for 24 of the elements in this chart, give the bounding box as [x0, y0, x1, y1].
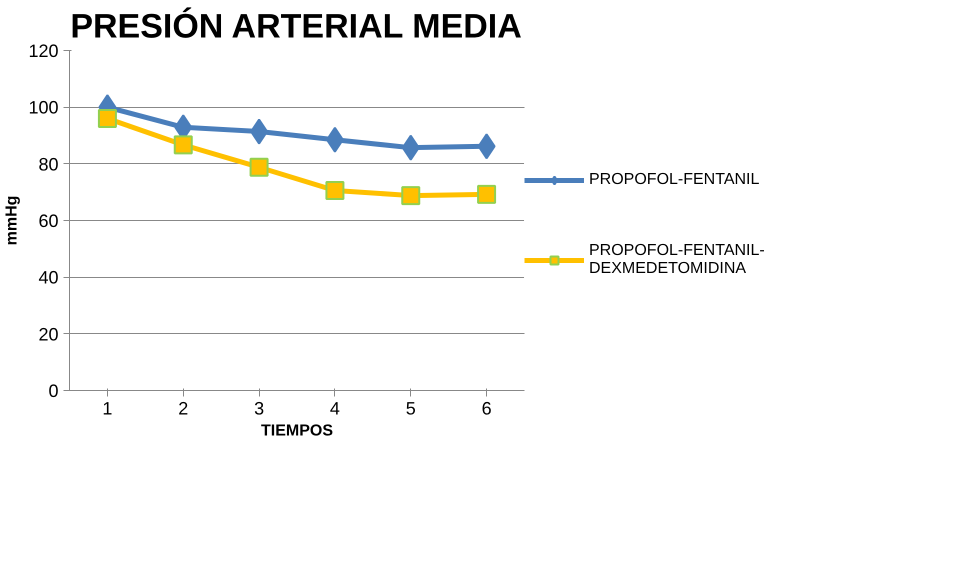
point [325, 180, 344, 200]
x-tick-label: 4 [330, 398, 340, 418]
point [98, 109, 117, 128]
y-tick-label: 40 [38, 268, 59, 288]
x-tick-label: 5 [406, 398, 416, 418]
x-tick-label: 3 [254, 398, 264, 418]
y-tick-label: 80 [38, 154, 59, 174]
chart-title: PRESIÓN ARTERIAL MEDIA [70, 6, 522, 46]
y-tick-label: 20 [38, 324, 59, 344]
x-tick-label: 6 [482, 398, 492, 418]
point [477, 184, 496, 204]
x-axis-title: TIEMPOS [260, 422, 334, 440]
legend-label: PROPOFOL-FENTANIL [589, 170, 760, 190]
legend-label: PROPOFOL-FENTANIL- DEXMEDETOMIDINA [589, 241, 765, 279]
point [174, 135, 193, 154]
point [250, 158, 269, 177]
y-axis-title: mmHg [3, 196, 20, 246]
y-tick-label: 60 [38, 211, 59, 231]
y-tick-label: 0 [48, 381, 59, 401]
x-tick-label: 2 [178, 398, 188, 418]
y-tick-label: 120 [28, 41, 59, 61]
point [401, 186, 420, 206]
y-tick-label: 100 [28, 98, 59, 118]
x-tick-label: 1 [102, 398, 112, 418]
